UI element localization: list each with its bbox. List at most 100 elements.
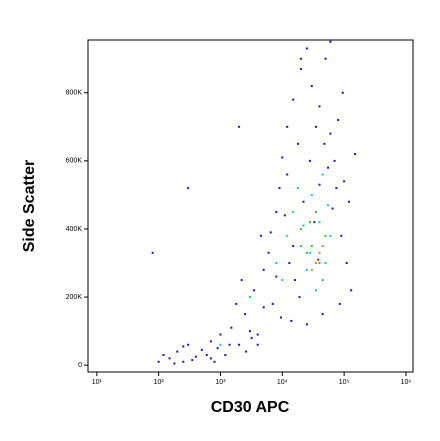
point [191, 359, 194, 362]
point [338, 302, 341, 305]
point [275, 275, 278, 278]
point [321, 245, 324, 248]
point [219, 333, 222, 336]
point [286, 125, 289, 128]
point [337, 119, 340, 122]
point [262, 306, 265, 309]
y-tick-label: 400K [66, 226, 83, 233]
point [281, 156, 284, 159]
point [275, 262, 278, 265]
point [256, 333, 259, 336]
point [248, 330, 251, 333]
point [299, 67, 302, 70]
point [340, 234, 343, 237]
point [209, 357, 212, 360]
point [302, 224, 305, 227]
point [305, 268, 308, 271]
point [305, 47, 308, 50]
point [182, 360, 185, 363]
x-tick-label: 10³ [215, 379, 226, 386]
x-tick-label: 10¹ [92, 379, 103, 386]
point [286, 173, 289, 176]
y-tick-label: 200K [66, 294, 83, 301]
point [317, 258, 320, 261]
point [238, 125, 241, 128]
point [308, 221, 311, 224]
point [302, 200, 305, 203]
x-tick-label: 10² [154, 379, 165, 386]
point [318, 221, 321, 224]
y-tick-label: 0 [78, 362, 82, 369]
x-tick-label: 10⁴ [277, 379, 288, 386]
point [182, 345, 185, 348]
point [228, 343, 231, 346]
point [250, 336, 253, 339]
point [297, 187, 300, 190]
point [314, 210, 317, 213]
point [151, 251, 154, 254]
point [310, 84, 313, 87]
point [327, 204, 330, 207]
point [292, 245, 295, 248]
point [288, 262, 291, 265]
point [269, 231, 272, 234]
point [219, 343, 222, 346]
y-tick-label: 600K [66, 158, 83, 165]
point [262, 268, 265, 271]
x-tick-label: 10⁵ [339, 379, 350, 386]
point [297, 142, 300, 145]
point [348, 200, 351, 203]
point [283, 214, 286, 217]
point [298, 296, 301, 299]
point [310, 193, 313, 196]
point [176, 350, 179, 353]
point [213, 360, 216, 363]
point [333, 159, 336, 162]
point [271, 302, 274, 305]
point [253, 289, 256, 292]
y-tick-label: 800K [66, 90, 83, 97]
point [329, 234, 332, 237]
point [318, 183, 321, 186]
point [200, 348, 203, 351]
point [235, 302, 238, 305]
point [194, 355, 197, 358]
point [354, 153, 357, 156]
point [240, 279, 243, 282]
point [314, 262, 317, 265]
point [238, 343, 241, 346]
point [321, 313, 324, 316]
point [310, 245, 313, 248]
point [329, 40, 332, 43]
point [327, 166, 330, 169]
point [279, 316, 282, 319]
point [244, 313, 247, 316]
point [187, 187, 190, 190]
point [248, 296, 251, 299]
plot-frame [87, 39, 414, 373]
point [345, 262, 348, 265]
point [318, 262, 321, 265]
point [343, 180, 346, 183]
point [329, 132, 332, 135]
point [314, 125, 317, 128]
point [173, 362, 176, 365]
point [290, 319, 293, 322]
point [286, 234, 289, 237]
point [314, 289, 317, 292]
point [321, 279, 324, 282]
point [168, 357, 171, 360]
point [259, 234, 262, 237]
point [308, 159, 311, 162]
point [281, 279, 284, 282]
point [157, 360, 160, 363]
point [299, 245, 302, 248]
point [209, 340, 212, 343]
point [205, 353, 208, 356]
point [267, 251, 270, 254]
point [230, 326, 233, 329]
point [299, 227, 302, 230]
point [245, 350, 248, 353]
point [224, 353, 227, 356]
